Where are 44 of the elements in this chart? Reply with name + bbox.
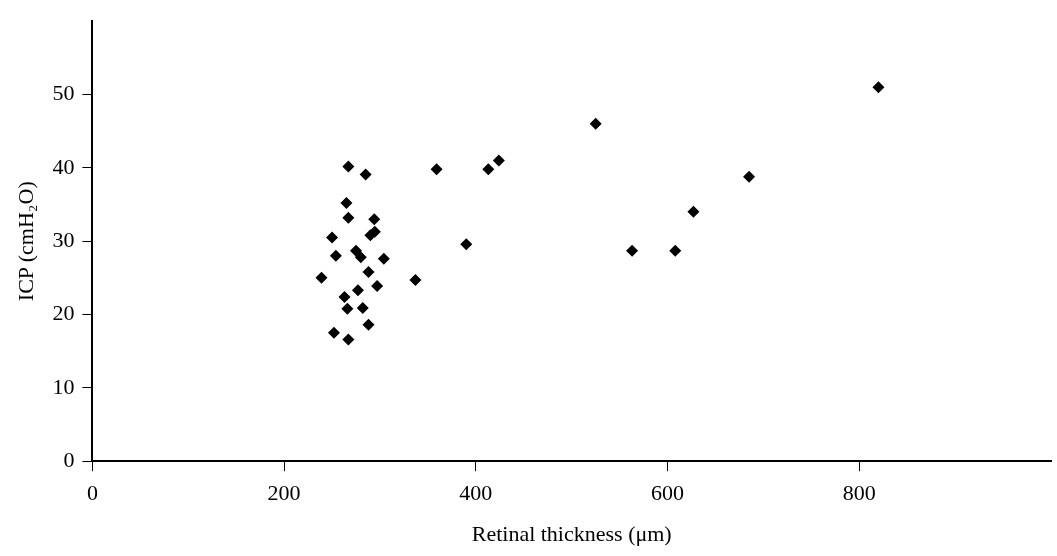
x-tick-label: 400 (459, 480, 493, 506)
y-axis-title: ICP (cmH₂O) (12, 181, 38, 302)
point (492, 154, 505, 167)
point (371, 279, 384, 292)
point (350, 244, 363, 257)
y-tick-label: 10 (52, 373, 75, 399)
point (482, 163, 495, 176)
point (327, 326, 340, 339)
point (872, 81, 885, 94)
point (356, 301, 369, 314)
x-axis-title: Retinal thickness (μm) (471, 520, 672, 546)
point (329, 249, 342, 262)
point (409, 274, 422, 287)
point (342, 333, 355, 346)
point (359, 168, 372, 181)
point (342, 160, 355, 173)
y-tick-label: 50 (52, 80, 75, 106)
point (377, 252, 390, 265)
point (743, 170, 756, 183)
point (342, 211, 355, 224)
point (351, 284, 364, 297)
point (315, 271, 328, 284)
y-tick-label: 20 (52, 300, 75, 326)
point (354, 251, 367, 264)
y-tick-label: 40 (52, 153, 75, 179)
point (326, 231, 339, 244)
point (362, 318, 375, 331)
point (362, 266, 375, 278)
point (460, 238, 473, 251)
point (669, 244, 682, 257)
point (626, 244, 639, 257)
x-tick-label: 800 (842, 480, 876, 506)
x-tick-label: 0 (86, 480, 98, 506)
point (338, 290, 351, 303)
point (589, 117, 602, 130)
point (340, 197, 353, 210)
point (687, 205, 700, 218)
y-tick-label: 30 (52, 226, 75, 252)
x-tick-label: 200 (267, 480, 301, 506)
point (430, 163, 443, 176)
x-tick-label: 600 (651, 480, 685, 506)
point (341, 302, 354, 315)
point (368, 213, 381, 226)
y-tick-label: 0 (63, 446, 75, 472)
